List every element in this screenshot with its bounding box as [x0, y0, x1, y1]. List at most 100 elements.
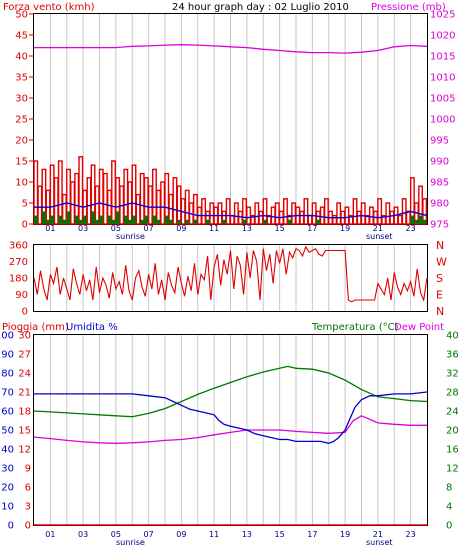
- y2-tick-label: 1000: [430, 115, 455, 126]
- temp-panel-grid: [49, 335, 412, 525]
- y2-tick-label: 980: [430, 199, 449, 210]
- x-tick-label: 01: [45, 224, 55, 233]
- temp-sunset-label: sunset: [366, 538, 393, 547]
- wind-speed-y-axis: 0 5 10 15 20 25 30 35 40 45 50: [15, 10, 34, 231]
- gust-bar: [254, 202, 260, 225]
- y-tick-label: 30: [15, 94, 28, 105]
- temp-tick-label: 28: [446, 388, 459, 399]
- min-wind-bar: [66, 211, 71, 224]
- compass-label: W: [436, 256, 447, 269]
- pressure-y-axis: 975 980 985 990 995 1000 1005 1010 1015 1020 1025: [430, 10, 455, 231]
- min-wind-bar: [152, 215, 157, 224]
- avg-wind-line: [34, 202, 428, 219]
- x-tick-label: 15: [275, 530, 285, 539]
- rain-tick-label: 12: [18, 445, 31, 456]
- rain-tick-label: 18: [18, 407, 31, 418]
- gust-bar: [368, 206, 374, 225]
- x-tick-label: 09: [176, 224, 186, 233]
- gust-bar: [147, 185, 153, 225]
- gust-bar: [332, 214, 338, 225]
- gust-bar: [70, 181, 76, 225]
- x-tick-label: 19: [340, 224, 350, 233]
- rain-tick-label: 9: [25, 464, 31, 475]
- y-tick-label: 90: [15, 290, 28, 301]
- rain-tick-label: 21: [18, 388, 31, 399]
- min-wind-bar: [50, 215, 54, 224]
- y2-tick-label: 1020: [430, 31, 455, 42]
- x-tick-label: 05: [111, 530, 121, 539]
- gust-bar: [274, 202, 280, 225]
- min-wind-bar: [124, 215, 128, 224]
- gust-bar: [176, 185, 182, 225]
- min-wind-bar: [422, 219, 427, 224]
- y2-tick-label: 1015: [430, 52, 455, 63]
- min-wind-bar: [185, 219, 189, 224]
- gust-bar: [352, 198, 358, 225]
- min-wind-bar: [177, 219, 181, 224]
- y2-tick-label: 1025: [430, 10, 455, 21]
- gust-bar: [135, 193, 141, 225]
- gust-bar: [49, 164, 55, 225]
- min-wind-bar: [107, 215, 112, 224]
- compass-label: S: [436, 272, 443, 285]
- gust-bar: [209, 202, 215, 225]
- min-wind-bar: [91, 211, 95, 224]
- humidity-tick-label: 90: [1, 350, 14, 361]
- min-wind-bar: [222, 219, 226, 224]
- x-tick-label: 05: [111, 224, 121, 233]
- min-wind-bar: [42, 211, 46, 224]
- gust-bar: [184, 189, 190, 225]
- gust-bar: [53, 177, 59, 225]
- temperature-line: [33, 365, 428, 418]
- y2-tick-label: 975: [430, 220, 449, 231]
- gust-bar: [131, 164, 137, 225]
- temp-tick-label: 36: [446, 350, 459, 361]
- y-tick-label: 20: [15, 136, 28, 147]
- compass-label: N: [436, 305, 444, 318]
- humidity-tick-label: 100: [0, 331, 14, 342]
- humidity-tick-label: 60: [1, 407, 14, 418]
- temp-panel-series: [33, 365, 428, 526]
- humidity-tick-label: 50: [1, 426, 14, 437]
- y2-tick-label: 990: [430, 157, 449, 168]
- wind-panel-grid: [49, 14, 412, 224]
- x-tick-label: 13: [242, 530, 252, 539]
- gust-bar: [397, 214, 403, 225]
- gust-bar: [217, 202, 223, 225]
- temp-tick-label: 8: [446, 483, 452, 494]
- y-tick-label: 25: [15, 115, 28, 126]
- x-tick-label: 11: [209, 224, 219, 233]
- y-tick-label: 180: [9, 274, 28, 285]
- humidity-tick-label: 0: [8, 521, 14, 532]
- min-wind-bar: [414, 219, 419, 224]
- y2-tick-label: 985: [430, 178, 449, 189]
- x-tick-label: 03: [78, 530, 88, 539]
- humidity-tick-label: 10: [1, 502, 14, 513]
- gust-bar: [405, 210, 411, 225]
- temp-tick-label: 12: [446, 464, 459, 475]
- gust-bar: [385, 202, 391, 225]
- humidity-tick-label: 80: [1, 369, 14, 380]
- min-wind-bar: [111, 219, 116, 224]
- gust-bar: [192, 193, 198, 225]
- rain-tick-label: 3: [25, 502, 31, 513]
- temp-tick-label: 16: [446, 445, 459, 456]
- gust-bar: [225, 198, 231, 225]
- min-wind-bar: [316, 219, 320, 224]
- temp-tick-label: 32: [446, 369, 459, 380]
- x-tick-label: 21: [373, 224, 383, 233]
- compass-label: E: [436, 289, 443, 302]
- wind-panel-x-axis: 01 03 05 07 09 11 13 15 17 19 21 23: [45, 224, 415, 233]
- wind-sunrise-label: sunrise: [116, 232, 145, 241]
- y2-tick-label: 1005: [430, 94, 455, 105]
- gust-bar: [389, 210, 395, 225]
- min-wind-bar: [58, 215, 63, 224]
- gust-bar: [360, 202, 366, 225]
- gust-bar: [33, 160, 39, 225]
- wind-panel-series: [33, 44, 428, 225]
- min-wind-bar: [156, 219, 161, 224]
- temp-tick-label: 24: [446, 407, 459, 418]
- min-wind-bar: [193, 219, 198, 224]
- rain-tick-label: 0: [25, 521, 31, 532]
